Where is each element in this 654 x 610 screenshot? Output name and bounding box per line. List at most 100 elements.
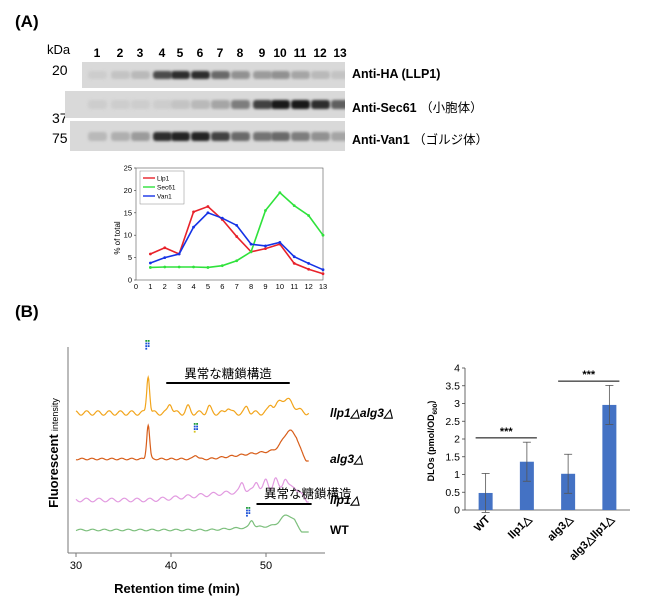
blot-band (211, 100, 230, 110)
blot-label-llp1: Anti-HA (LLP1) (352, 67, 440, 81)
glycan-residue (147, 340, 150, 342)
y-tick-label: 25 (124, 164, 132, 173)
y-axis-label: DLOs (pmol/OD600) (426, 401, 439, 482)
blot-band (88, 71, 107, 80)
organelle-note: （小胞体） (420, 101, 483, 115)
glycan-residue (246, 512, 248, 514)
y-label-main: DLOs (pmol/OD (426, 414, 436, 481)
plot-frame (135, 167, 324, 281)
mw-marker-75: 75 (52, 130, 68, 146)
x-tick-label: 3 (177, 282, 181, 291)
y-tick-label: 2.5 (445, 416, 460, 428)
lane-number: 7 (216, 46, 224, 60)
x-category-label: WT (472, 513, 493, 534)
data-point (235, 259, 239, 263)
blot-band (291, 131, 310, 142)
glycan-residue (248, 509, 251, 512)
lane-number: 8 (236, 46, 244, 60)
blot-band (191, 131, 210, 142)
y-axis-label-main: Fluorescent (46, 434, 61, 508)
legend-box (139, 170, 185, 205)
y-tick-label: 0.5 (445, 487, 460, 499)
x-tick-label: 2 (163, 282, 167, 291)
data-point (220, 216, 224, 220)
legend-entry: Llp1 (157, 176, 170, 183)
y-tick-label: 10 (124, 231, 132, 240)
data-point (235, 223, 239, 227)
glycan-residue (145, 345, 148, 347)
lane-number: 1 (93, 46, 101, 60)
y-axis-label-small: intensity (50, 398, 60, 432)
organelle-note: （ゴルジ体） (413, 133, 489, 147)
blot-band (153, 131, 172, 142)
blot-band (231, 100, 250, 110)
x-category-label: alg3△llp1△ (567, 513, 617, 563)
blot-band (211, 71, 230, 80)
glycan-structure-icon (193, 423, 198, 433)
x-category-label: llp1△ (506, 513, 534, 541)
blot-band (131, 71, 150, 80)
antibody-name: Anti-Sec61 (352, 101, 417, 115)
data-point (206, 211, 210, 215)
western-blot-llp1 (82, 62, 345, 88)
significance-label: *** (500, 426, 514, 438)
kda-label: kDa (47, 42, 71, 57)
blot-band (88, 131, 107, 142)
legend-entry: Sec61 (157, 185, 176, 192)
blot-band (253, 71, 272, 80)
blot-band (111, 100, 130, 110)
data-point (292, 255, 296, 259)
blot-band (311, 131, 330, 142)
data-point (307, 214, 311, 217)
blot-band (131, 100, 150, 110)
dlo-bar-chart: DLOs (pmol/OD600) 0 0.5 1 1.5 2 2.5 3 3.5 4 WT llp… (426, 363, 630, 563)
y-tick-label: 2 (454, 434, 460, 446)
x-tick-label: 0 (134, 282, 138, 291)
blot-band (253, 100, 272, 110)
blot-band (171, 131, 190, 142)
chromatogram-trace (75, 374, 310, 416)
mw-marker-37: 37 (52, 110, 68, 126)
annotation-label-bottom: 異常な糖鎖構造 (264, 486, 352, 501)
glycan-residue (246, 514, 248, 517)
x-tick-label: 7 (235, 282, 239, 291)
data-point (235, 235, 239, 238)
x-tick-label: 40 (165, 560, 177, 572)
trace-label: alg3△ (330, 452, 364, 466)
error-bar (564, 453, 573, 494)
data-point (321, 233, 325, 237)
x-tick-label: 13 (319, 282, 327, 291)
data-point (163, 265, 167, 269)
antibody-name: Anti-HA (LLP1) (352, 67, 441, 81)
blot-band (291, 100, 310, 110)
error-bar (605, 384, 614, 425)
glycan-residue (248, 512, 251, 514)
y-label-sub: 600 (432, 403, 439, 414)
x-axis-label: Retention time (min) (114, 581, 240, 596)
lane-number: 9 (258, 46, 266, 60)
lane-number: 4 (158, 46, 166, 60)
lane-number: 10 (273, 46, 287, 60)
x-tick-label: 6 (220, 282, 224, 291)
blot-band (88, 100, 107, 110)
glycan-residue (193, 425, 196, 428)
western-blot-sec61 (65, 91, 345, 118)
blot-band (311, 71, 330, 80)
x-tick-label: 50 (260, 560, 272, 572)
y-tick-label: 15 (124, 208, 132, 217)
glycan-residue (196, 428, 198, 430)
blot-band (331, 131, 345, 142)
series-line-llp1 (150, 205, 324, 275)
blot-band (131, 131, 150, 142)
y-tick-label: 3.5 (445, 380, 460, 392)
data-point (148, 266, 152, 269)
blot-band (331, 71, 345, 80)
antibody-name: Anti-Van1 (352, 133, 410, 147)
glycan-residue (145, 342, 148, 345)
error-bar (481, 473, 490, 513)
blot-band (191, 71, 210, 80)
blot-band (191, 100, 210, 110)
glycan-residue (145, 340, 148, 342)
data-point (249, 242, 253, 246)
